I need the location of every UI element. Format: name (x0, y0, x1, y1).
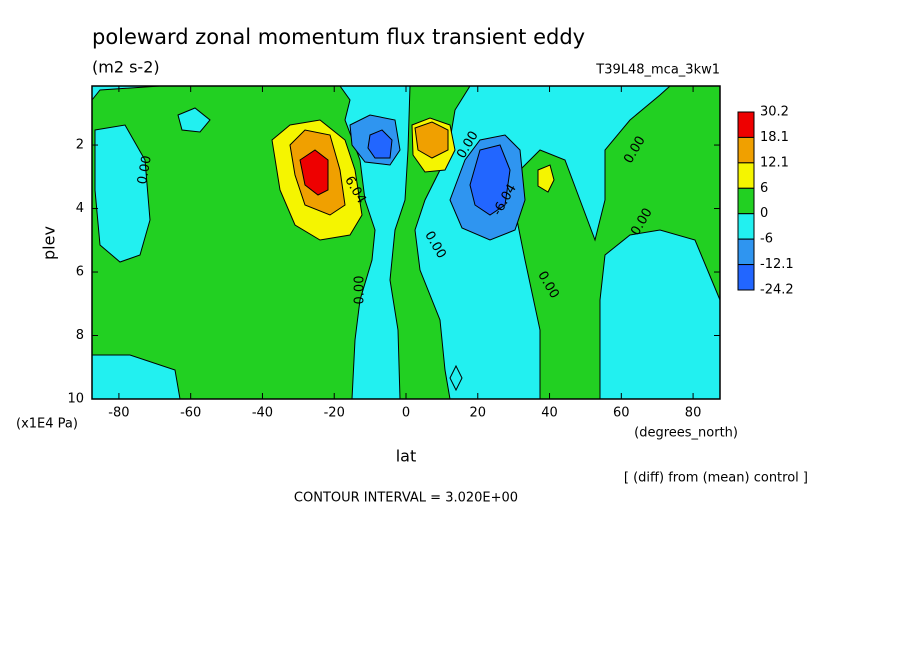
x-unit: (degrees_north) (634, 426, 738, 441)
contour-region (367, 129, 393, 159)
y-unit: (x1E4 Pa) (16, 417, 78, 432)
x-tick-label: -40 (252, 406, 273, 421)
y-tick-label: 6 (76, 265, 84, 280)
colorbar-label: -24.2 (760, 283, 794, 298)
colorbar-box (737, 111, 755, 138)
contour-region (177, 107, 211, 133)
colorbar-label: 6 (760, 181, 768, 196)
colorbar-label: 30.2 (760, 105, 789, 120)
colorbar-label: 0 (760, 206, 768, 221)
x-tick-label: -60 (180, 406, 201, 421)
x-tick-label: 20 (469, 406, 486, 421)
colorbar-box (737, 213, 755, 240)
y-tick-label: 2 (76, 138, 84, 153)
contour-label: 0.00 (135, 154, 155, 185)
contour-region (414, 121, 449, 159)
x-axis-label: lat (396, 447, 417, 466)
x-tick-label: -20 (324, 406, 345, 421)
colorbar-box (737, 162, 755, 189)
colorbar-box (737, 264, 755, 291)
contour-region (537, 164, 555, 193)
colorbar-label: 18.1 (760, 130, 789, 145)
subtitle: (m2 s-2) (92, 58, 160, 77)
note: [ (diff) from (mean) control ] (624, 471, 808, 486)
run-label: T39L48_mca_3kw1 (595, 63, 720, 78)
colorbar-box (737, 136, 755, 164)
x-tick-label: -80 (108, 406, 129, 421)
colorbar-box (737, 187, 755, 215)
contour-region (469, 144, 511, 216)
x-tick-label: 60 (613, 406, 630, 421)
contour-label: 0.00 (353, 276, 368, 305)
contour-interval: CONTOUR INTERVAL = 3.020E+00 (294, 491, 518, 506)
y-tick-label: 10 (67, 392, 84, 407)
x-tick-label: 80 (685, 406, 702, 421)
chart-title: poleward zonal momentum flux transient e… (92, 25, 585, 49)
y-axis-label: plev (40, 226, 59, 260)
x-tick-label: 40 (541, 406, 558, 421)
x-tick-label: 0 (402, 406, 410, 421)
colorbar-label: -12.1 (760, 257, 794, 272)
colorbar-label: 12.1 (760, 155, 789, 170)
contour-region (299, 149, 329, 196)
y-tick-label: 4 (76, 201, 84, 216)
contour-region (449, 364, 463, 392)
colorbar-label: -6 (760, 232, 773, 247)
colorbar-box (737, 238, 755, 266)
y-tick-label: 8 (76, 328, 84, 343)
